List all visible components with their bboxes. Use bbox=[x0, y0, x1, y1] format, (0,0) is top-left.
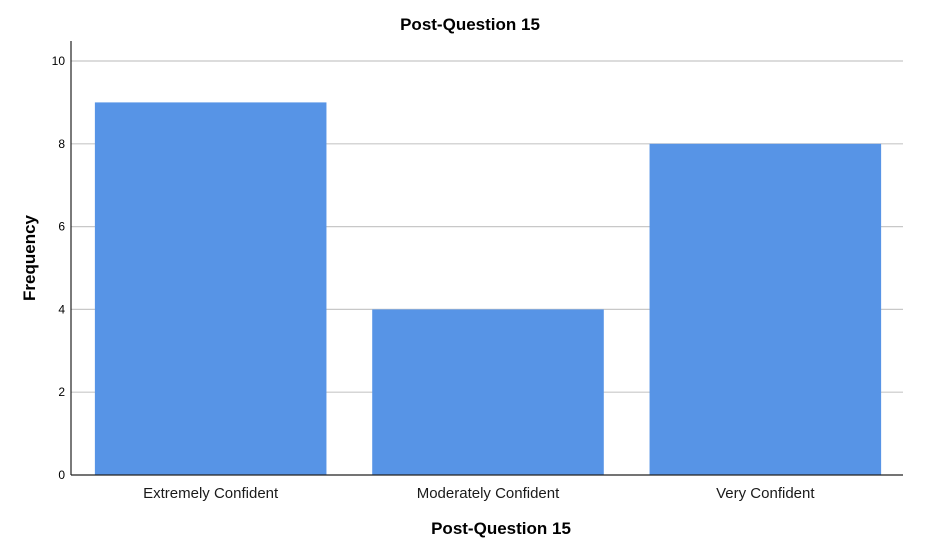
y-tick-label: 0 bbox=[58, 468, 65, 482]
y-tick-label: 8 bbox=[58, 137, 65, 151]
bar bbox=[94, 102, 327, 476]
y-tick-label: 6 bbox=[58, 220, 65, 234]
y-tick-labels: 0 2 4 6 8 10 bbox=[52, 54, 66, 482]
x-tick-labels: Extremely Confident Moderately Confident V… bbox=[143, 485, 815, 502]
bar bbox=[372, 309, 604, 475]
x-tick-label: Very Confident bbox=[716, 485, 815, 502]
x-axis-title: Post-Question 15 bbox=[431, 519, 571, 538]
x-tick-label: Moderately Confident bbox=[417, 485, 560, 502]
y-axis-title: Frequency bbox=[20, 214, 39, 301]
y-tick-label: 10 bbox=[52, 54, 66, 68]
chart-title: Post-Question 15 bbox=[400, 15, 540, 34]
x-tick-label: Extremely Confident bbox=[143, 485, 279, 502]
y-tick-label: 4 bbox=[58, 302, 65, 316]
y-tick-label: 2 bbox=[58, 385, 65, 399]
bar bbox=[649, 143, 882, 476]
bars bbox=[94, 102, 882, 476]
